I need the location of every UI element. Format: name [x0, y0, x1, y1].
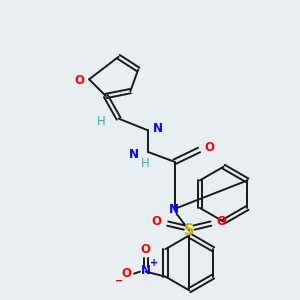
Text: +: +	[150, 258, 158, 268]
Text: H: H	[97, 115, 105, 128]
Text: O: O	[217, 215, 226, 228]
Text: O: O	[141, 243, 151, 256]
Text: N: N	[169, 203, 178, 216]
Text: O: O	[121, 267, 131, 280]
Text: S: S	[184, 223, 194, 238]
Text: N: N	[129, 148, 139, 161]
Text: N: N	[141, 264, 151, 277]
Text: H: H	[141, 157, 149, 170]
Text: O: O	[74, 74, 84, 87]
Text: N: N	[153, 122, 163, 135]
Text: O: O	[204, 141, 214, 154]
Text: −: −	[115, 275, 123, 286]
Text: O: O	[152, 215, 162, 228]
